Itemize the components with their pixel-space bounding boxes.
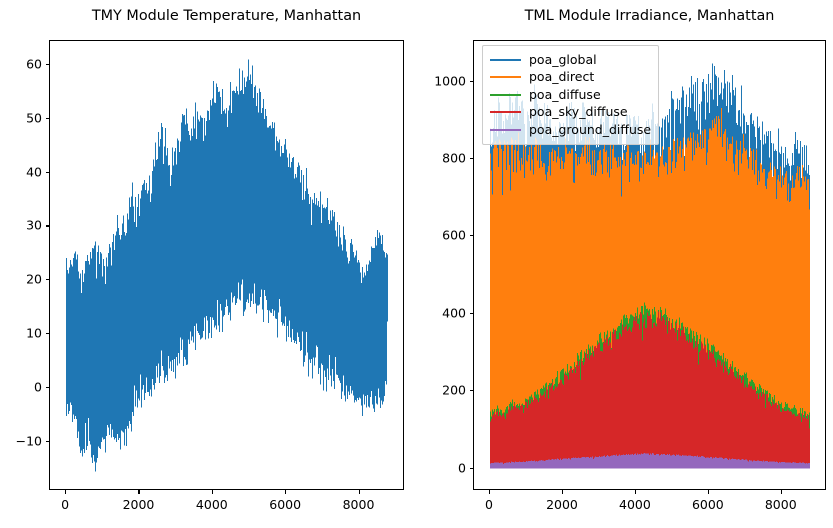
x-tick-label: 6000 xyxy=(269,497,302,512)
y-tick-label: 200 xyxy=(442,382,466,398)
x-tick-label: 4000 xyxy=(619,497,651,512)
y-tick-label: −10 xyxy=(15,433,42,449)
y-tick-label: 0 xyxy=(458,460,466,476)
y-tick-label: 800 xyxy=(442,150,466,166)
legend-label: poa_ground_diffuse xyxy=(529,121,652,137)
y-tick-label: 1000 xyxy=(434,73,466,89)
legend-item-poa_global[interactable]: poa_global xyxy=(490,51,651,69)
y-tick-mark xyxy=(45,279,49,281)
y-tick-label: 0 xyxy=(34,379,42,395)
y-tick-label: 20 xyxy=(26,271,42,287)
x-tick-mark xyxy=(65,490,67,494)
x-tick-label: 2000 xyxy=(122,497,155,512)
y-tick-label: 50 xyxy=(26,110,42,126)
y-tick-label: 10 xyxy=(26,325,42,341)
y-tick-mark xyxy=(469,80,473,82)
chart-title-module-irradiance: TML Module Irradiance, Manhattan xyxy=(524,8,775,24)
y-tick-mark xyxy=(45,440,49,442)
x-tick-label: 4000 xyxy=(195,497,228,512)
series-canvas-module-irradiance xyxy=(490,63,810,469)
x-tick-mark xyxy=(211,490,213,494)
chart-title-module-temperature: TMY Module Temperature, Manhattan xyxy=(91,8,362,24)
y-tick-mark xyxy=(469,235,473,237)
y-tick-label: 400 xyxy=(442,305,466,321)
y-tick-label: 600 xyxy=(442,227,466,243)
legend-label: poa_sky_diffuse xyxy=(529,104,628,119)
x-tick-label: 0 xyxy=(61,497,70,512)
legend-label: poa_direct xyxy=(529,69,595,84)
legend-item-poa_diffuse[interactable]: poa_diffuse xyxy=(490,86,651,104)
y-tick-mark xyxy=(45,117,49,120)
legend-line-icon xyxy=(490,93,521,96)
legend-label: poa_diffuse xyxy=(529,86,601,102)
legend-line-icon xyxy=(490,76,521,79)
x-tick-mark xyxy=(138,490,140,494)
x-tick-label: 8000 xyxy=(764,497,797,512)
legend-line-icon xyxy=(490,58,521,61)
x-tick-mark xyxy=(285,490,287,494)
x-tick-mark xyxy=(707,490,709,494)
legend-label: poa_global xyxy=(529,51,597,67)
series-canvas-module-temperature xyxy=(66,59,388,472)
legend-item-poa_sky_diffuse[interactable]: poa_sky_diffuse xyxy=(490,104,651,122)
legend-line-icon xyxy=(490,128,521,131)
legend-line-icon xyxy=(490,111,521,114)
legend-item-poa_direct[interactable]: poa_direct xyxy=(490,69,651,87)
y-tick-mark xyxy=(469,390,473,392)
y-tick-mark xyxy=(469,467,473,469)
x-tick-label: 2000 xyxy=(546,497,578,512)
y-tick-mark xyxy=(45,386,49,388)
x-tick-label: 6000 xyxy=(691,497,724,512)
y-tick-mark xyxy=(45,64,49,66)
series-poa_ground_diffuse xyxy=(490,453,810,469)
y-tick-label: 60 xyxy=(26,56,42,72)
legend-item-poa_ground_diffuse[interactable]: poa_ground_diffuse xyxy=(490,121,651,139)
x-tick-mark xyxy=(634,490,636,494)
x-tick-label: 0 xyxy=(485,497,494,512)
series-module_temperature xyxy=(66,59,388,472)
chart-legend[interactable]: poa_global poa_direct poa_diffuse poa_sky_d… xyxy=(482,45,660,145)
series-poa_sky_diffuse xyxy=(490,311,810,469)
plot-area-module-temperature[interactable] xyxy=(49,40,404,490)
x-tick-label: 8000 xyxy=(342,497,375,512)
x-tick-mark xyxy=(489,490,491,494)
y-tick-mark xyxy=(469,158,473,160)
y-tick-mark xyxy=(469,312,473,314)
y-tick-label: 40 xyxy=(26,164,42,180)
y-tick-mark xyxy=(45,225,49,227)
y-tick-label: 30 xyxy=(26,217,42,233)
x-tick-mark xyxy=(358,490,360,494)
y-tick-mark xyxy=(45,171,49,173)
y-tick-mark xyxy=(45,333,49,335)
x-tick-mark xyxy=(561,490,564,494)
x-tick-mark xyxy=(780,490,782,494)
